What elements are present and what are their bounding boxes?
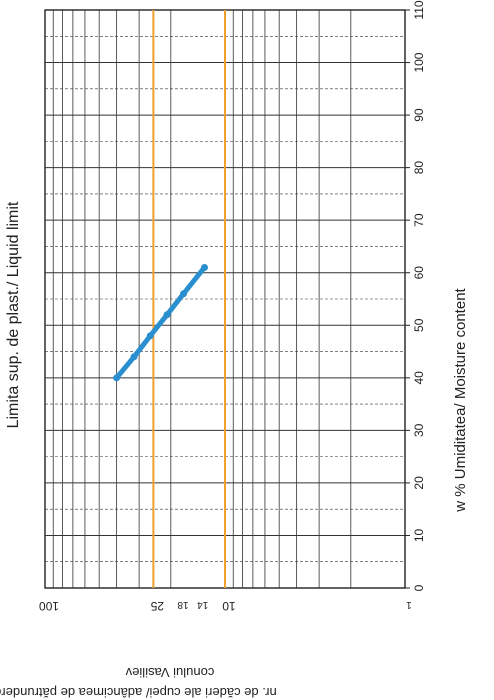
x-tick-label: 60 [412,266,426,280]
x-tick-label: 50 [412,318,426,332]
x-tick-label: 20 [412,476,426,490]
data-point [163,311,171,319]
data-point [113,374,121,382]
x-tick-label: 0 [412,584,426,591]
x-tick-label: 10 [412,528,426,542]
y-tick-label: 100 [39,599,59,613]
data-point [130,353,138,361]
data-point [146,332,154,340]
y-tick-label: 18 [177,599,189,610]
y-axis-label-line1: nr. de căderi ale cupei/ adâncimea de pă… [0,685,277,700]
x-tick-label: 30 [412,423,426,437]
series-line [114,264,207,381]
x-tick-label: 70 [412,213,426,227]
x-tick-label: 80 [412,161,426,175]
y-axis-label-line2: conului Vasiliev [125,665,214,680]
plot-area: 0 10 20 30 40 50 60 70 80 90 100 110 100 25 18 14 10 1 [39,0,426,613]
data-point [180,290,188,298]
x-tick-label: 40 [412,371,426,385]
data-point [200,263,208,271]
x-tick-label: 90 [412,108,426,122]
y-tick-label: 1 [406,599,412,610]
y-tick-label: 25 [150,599,164,613]
chart-title: Limita sup. de plast./ Liquid limit [5,201,22,428]
y-tick-label: 10 [222,599,236,613]
x-tick-label: 100 [412,52,426,72]
y-tick-label: 14 [197,599,209,610]
x-axis-label: w % Umiditatea/ Moisture content [452,287,469,512]
x-tick-label: 110 [412,0,426,19]
